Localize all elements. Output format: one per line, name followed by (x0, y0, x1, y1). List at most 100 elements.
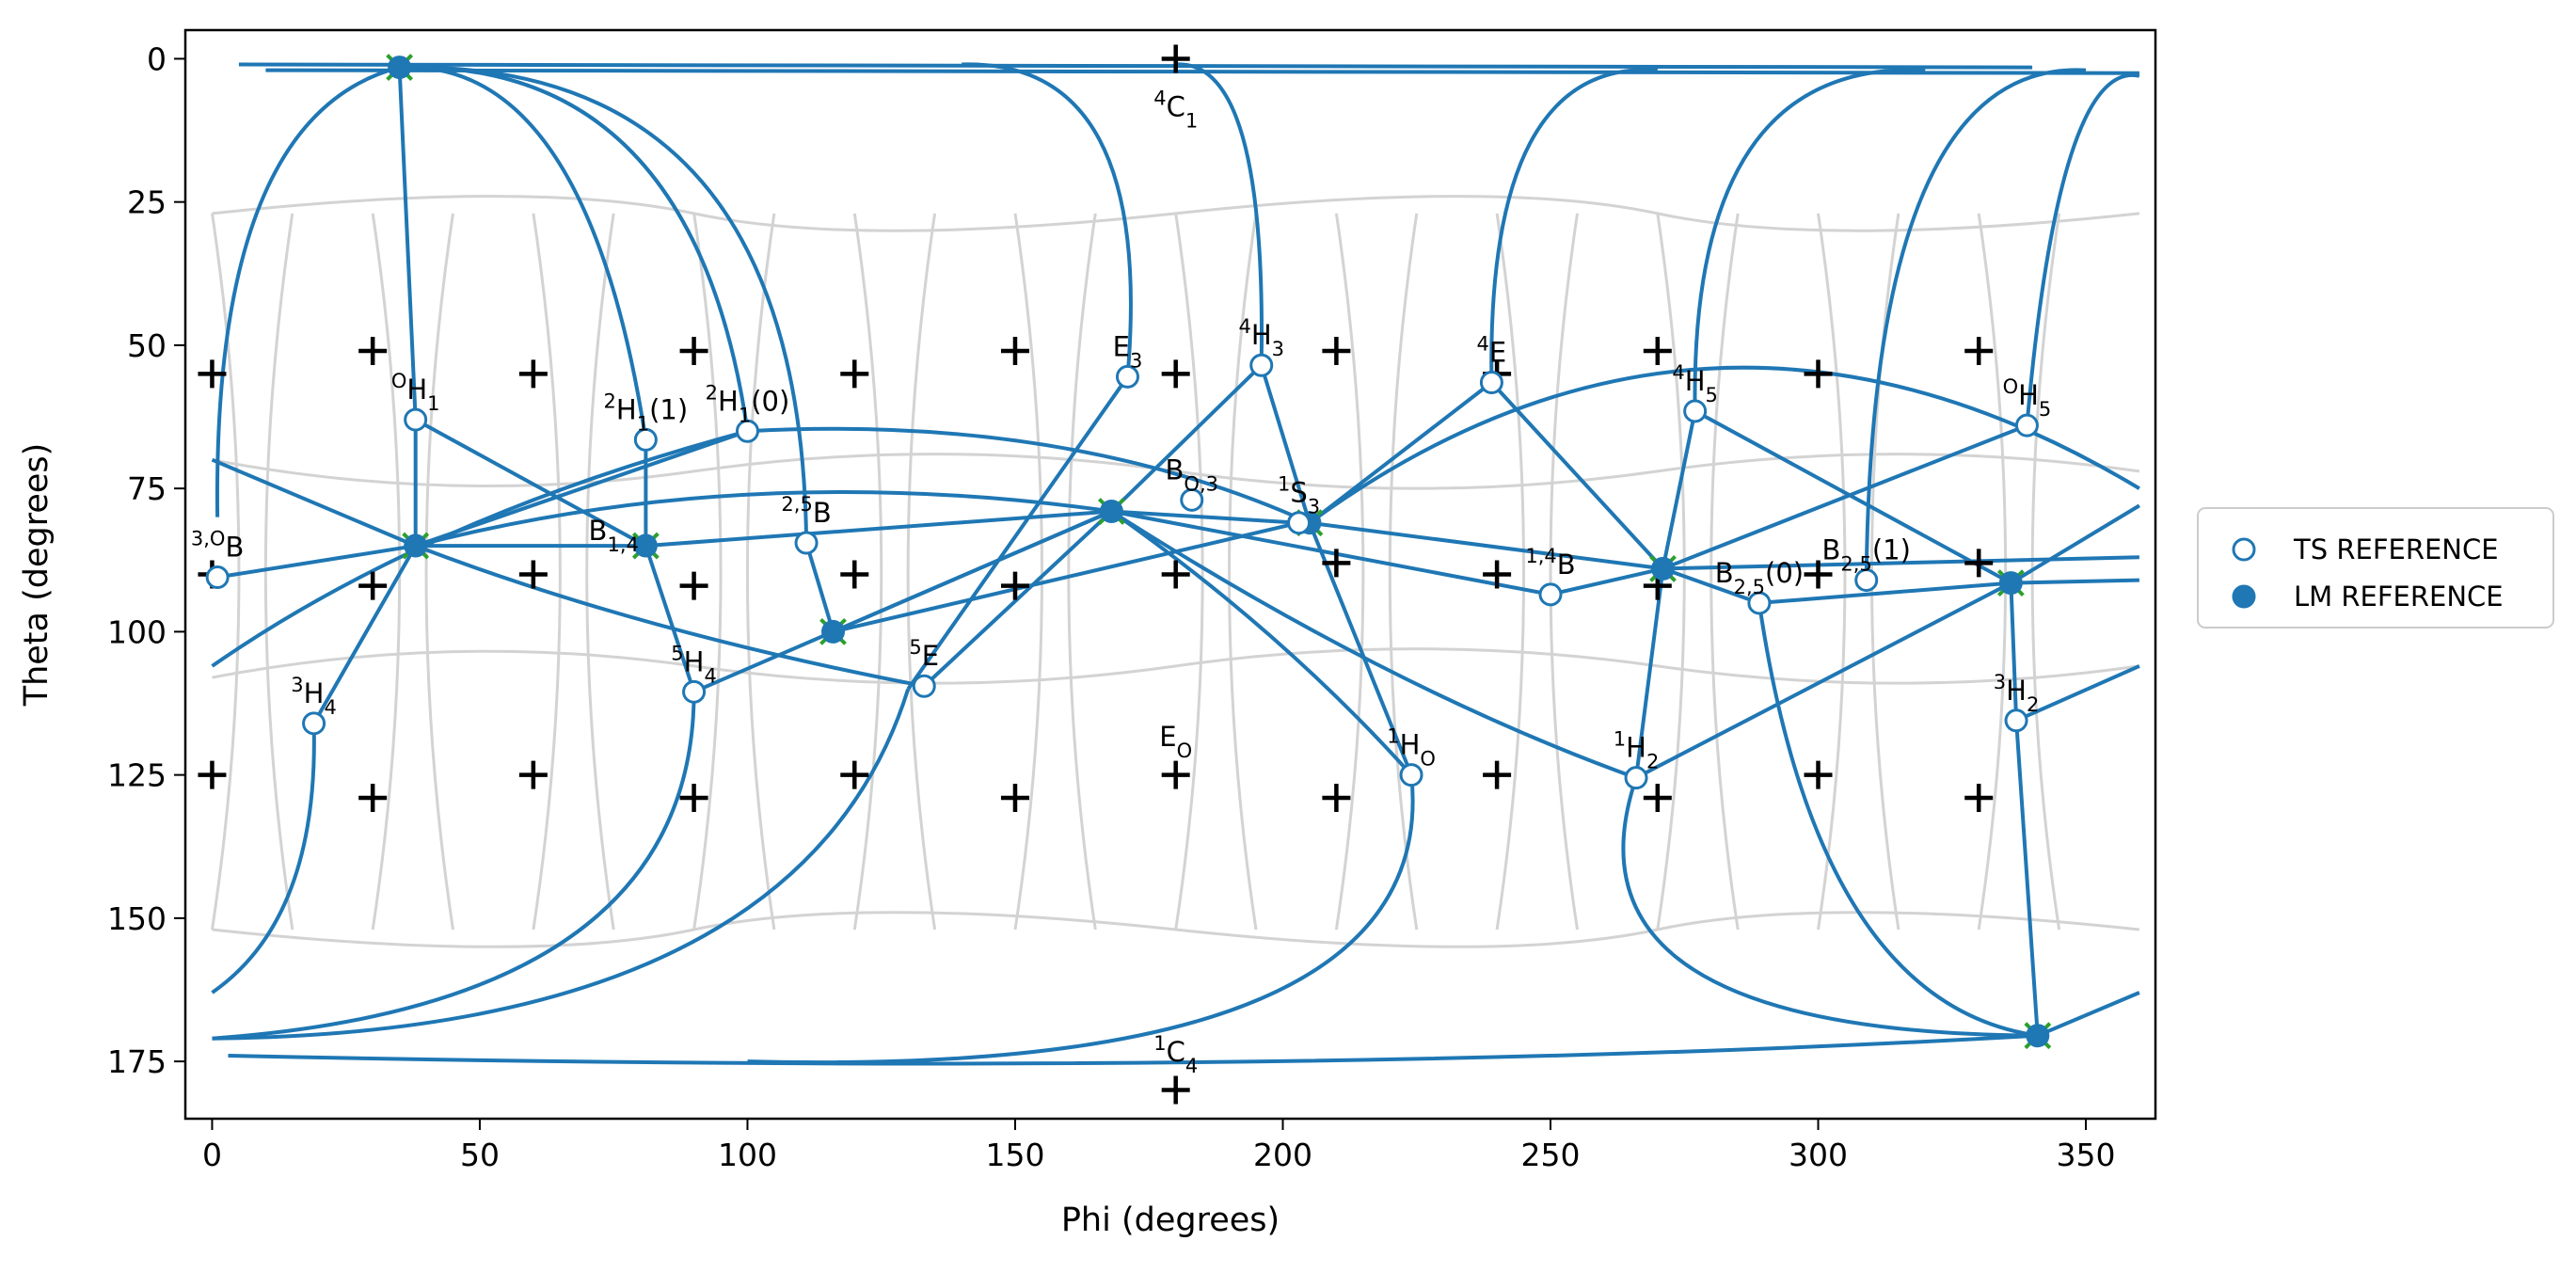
pathway-curve (1864, 68, 2087, 581)
ts-point-label: B2,5(0) (1715, 557, 1804, 598)
reference-grid-line (692, 213, 723, 931)
pathway-curve (228, 1033, 2038, 1066)
ts-reference-point (2014, 413, 2039, 438)
plot-frame (183, 28, 2157, 1121)
reference-plus-mark (840, 560, 869, 589)
pathway-curve (1110, 361, 1413, 776)
reference-plus-mark (1000, 783, 1029, 812)
ts-point-label: 1HO (1387, 725, 1436, 771)
reference-grid-line (424, 213, 454, 931)
ts-reference-point (1287, 511, 1312, 535)
pathway-curve (1757, 602, 2140, 1038)
reference-grid-line (745, 213, 776, 931)
ts-point-label: 1,4B (1525, 545, 1575, 581)
reference-plus-mark (198, 760, 227, 789)
ts-point-label: 2H1(1) (604, 390, 689, 435)
reference-plus-mark (1483, 560, 1512, 589)
reference-plus-mark (1161, 760, 1190, 789)
reference-plus-mark (679, 337, 708, 366)
ts-reference-point (205, 565, 230, 590)
pathway-curve (212, 688, 911, 1041)
reference-plus-mark (1483, 760, 1512, 789)
reference-plus-mark (1964, 783, 1994, 812)
axes-layer: Phi (degrees) Theta (degrees) 0 50 100 150 2… (18, 28, 2157, 1239)
y-tick-label: 50 (127, 327, 167, 364)
reference-grid-line (532, 213, 562, 931)
reference-plus-mark (358, 337, 388, 366)
lm-reference-point (1651, 556, 1675, 581)
x-tick-label: 50 (460, 1137, 500, 1173)
y-tick-label: 75 (127, 470, 167, 507)
reference-grid-line (585, 213, 615, 931)
reference-plus-mark (1161, 1075, 1190, 1105)
x-tick-label: 100 (718, 1137, 777, 1173)
point-label-layer: 3,OB OH1 3H4 2H1(1) 2H1(0) 2,5B 5H4 5E E3 BO,3 4H3… (191, 87, 2051, 1077)
ts-point-label: E3 (1113, 330, 1143, 372)
ts-reference-point (1180, 487, 1204, 512)
legend: TS REFERENCE LM REFERENCE (2197, 507, 2554, 629)
reference-plus-mark (840, 359, 869, 389)
reference-plus-mark (1161, 359, 1190, 389)
reference-plus-mark (1964, 549, 1994, 578)
ts-reference-point (1399, 763, 1423, 788)
reference-plus-mark (358, 571, 388, 600)
lm-reference-point (1099, 500, 1123, 524)
conformer-label: 1C4 (1153, 1032, 1198, 1077)
reference-grid-line (212, 453, 2140, 490)
pathway-curve (212, 692, 696, 1041)
pathway-curve (747, 774, 1415, 1065)
lm-reference-point (633, 533, 658, 558)
x-axis-label: Phi (degrees) (1061, 1201, 1280, 1239)
pathway-curve (1308, 365, 2140, 525)
reference-plus-mark (1964, 337, 1994, 366)
pathway-curve (216, 490, 1112, 580)
y-axis-label: Theta (degrees) (18, 443, 56, 708)
ts-point-label: 3H4 (291, 674, 337, 719)
reference-grid-line (852, 213, 883, 931)
reference-plus-mark (518, 560, 548, 589)
pathway-layer (211, 62, 2140, 1066)
reference-grid-layer (211, 195, 2140, 948)
ts-reference-point (1854, 568, 1879, 593)
ts-reference-point (1479, 371, 1503, 395)
reference-plus-mark (1161, 44, 1190, 73)
ts-reference-point (794, 531, 819, 555)
reference-grid-line (1013, 213, 1043, 931)
lm-reference-point (821, 619, 846, 644)
reference-grid-line (1388, 213, 1419, 931)
pathway-curve (399, 65, 835, 632)
ts-reference-point (633, 427, 658, 452)
ts-reference-point (1683, 399, 1708, 423)
pathway-curve (399, 65, 648, 547)
ts-reference-point (404, 407, 428, 432)
reference-grid-line (1549, 213, 1579, 931)
reference-plus-mark (679, 783, 708, 812)
conformer-label: EO (1159, 721, 1192, 762)
pathway-curve (1489, 72, 2140, 571)
pathway-curve (211, 545, 418, 995)
reference-grid-line (371, 213, 402, 931)
x-tick-label: 150 (985, 1137, 1044, 1173)
pathway-curve (1110, 509, 1413, 776)
ts-reference-point (2004, 708, 2028, 733)
legend-ts-label: TS REFERENCE (2293, 533, 2499, 565)
reference-plus-mark (1322, 549, 1351, 578)
ts-reference-point (912, 674, 936, 698)
pathway-curve (2015, 664, 2140, 723)
ts-point-label: 2,5B (781, 493, 831, 529)
reference-grid-line (1869, 213, 1900, 931)
pathway-curve (906, 62, 1133, 691)
reference-plus-layer (198, 44, 1994, 1105)
pathway-curve (1111, 509, 1663, 597)
pathway-curve (1662, 555, 2139, 571)
reference-plus-mark (358, 783, 388, 812)
reference-plus-mark (1161, 560, 1190, 589)
reference-grid-line (212, 647, 2140, 685)
reference-plus-mark (1322, 783, 1351, 812)
legend-lm-marker (2232, 584, 2256, 609)
reference-plus-mark (1804, 760, 1833, 789)
y-tick-label: 175 (107, 1043, 167, 1080)
reference-grid-line (1817, 213, 1847, 931)
ts-point-label: 3H2 (1994, 671, 2040, 716)
pathway-curve (415, 429, 749, 548)
